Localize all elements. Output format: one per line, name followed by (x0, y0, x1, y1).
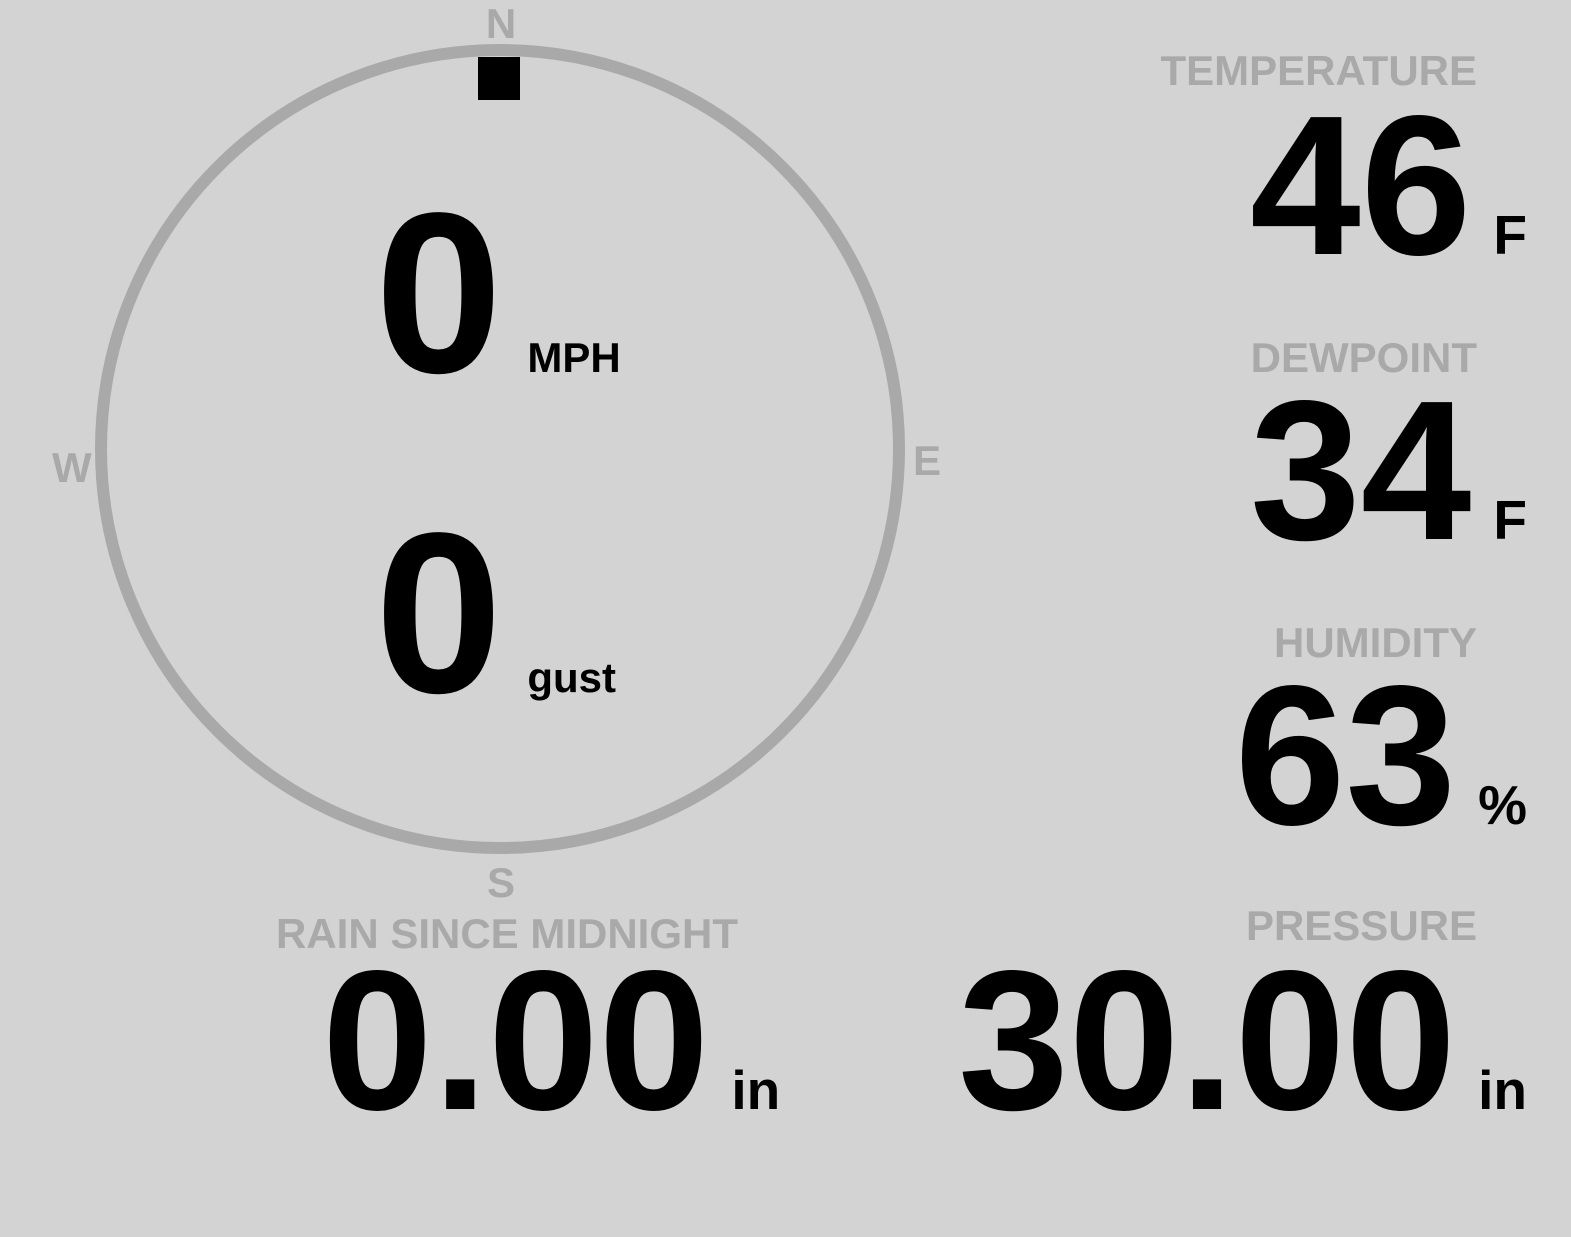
dewpoint-reading: 34 F (1250, 372, 1527, 571)
pressure-label: PRESSURE (1245, 902, 1477, 949)
compass-north-label: N (485, 0, 517, 47)
wind-direction-marker-icon (478, 57, 520, 100)
humidity-reading: 63 % (1235, 657, 1527, 856)
rain-unit: in (731, 1059, 781, 1121)
pressure-value: 30.00 (958, 930, 1457, 1152)
dewpoint-label: DEWPOINT (1250, 334, 1477, 381)
pressure-reading: 30.00 in (958, 942, 1527, 1141)
wind-gust-unit: gust (527, 654, 617, 701)
temperature-value: 46 (1250, 75, 1472, 297)
pressure-unit: in (1478, 1059, 1527, 1121)
temperature-label: TEMPERATURE (1160, 47, 1477, 94)
wind-speed-value: 0 (375, 165, 503, 421)
compass-west-label: W (52, 444, 92, 491)
temperature-reading: 46 F (1250, 87, 1527, 286)
humidity-unit: % (1478, 774, 1527, 836)
wind-speed: 0 MPH (375, 179, 621, 408)
dewpoint-value: 34 (1250, 360, 1472, 582)
compass-east-label: E (913, 437, 942, 484)
rain-label: RAIN SINCE MIDNIGHT (276, 910, 738, 957)
temperature-unit: F (1493, 204, 1527, 266)
wind-gust-value: 0 (375, 485, 503, 741)
humidity-label: HUMIDITY (1274, 619, 1477, 666)
dewpoint-unit: F (1493, 489, 1527, 551)
compass-south-label: S (486, 859, 516, 906)
compass-ring (95, 44, 905, 854)
wind-gust: 0 gust (375, 499, 616, 728)
wind-speed-unit: MPH (527, 334, 621, 381)
rain-value: 0.00 (322, 930, 710, 1152)
humidity-value: 63 (1234, 645, 1457, 867)
rain-reading: 0.00 in (322, 942, 780, 1141)
